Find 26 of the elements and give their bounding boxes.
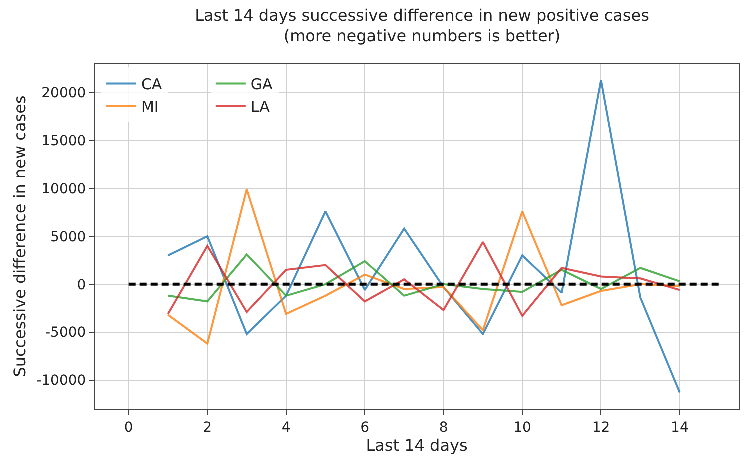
x-tick-label: 8 xyxy=(439,420,448,436)
y-tick-label: 20000 xyxy=(42,86,86,102)
chart-title: Last 14 days successive difference in new positive cases (more negative numbers is better) xyxy=(195,6,650,46)
x-tick-label: 10 xyxy=(514,420,532,436)
line-series xyxy=(167,254,681,303)
x-tick-label: 2 xyxy=(203,420,212,436)
x-axis-title: Last 14 days xyxy=(366,436,468,455)
y-tick-label: -10000 xyxy=(36,373,86,390)
x-tick-label: 14 xyxy=(671,420,689,436)
y-tick-label: 15000 xyxy=(42,134,86,150)
y-tick-label: 5000 xyxy=(50,229,86,246)
legend-label: LA xyxy=(250,98,271,116)
x-tick-label: 6 xyxy=(360,420,370,436)
y-tick-label: 0 xyxy=(77,277,86,294)
legend-label: CA xyxy=(141,76,163,94)
x-tick-label: 0 xyxy=(124,420,134,436)
x-tick-label: 12 xyxy=(592,420,610,436)
line-series xyxy=(167,188,681,345)
y-axis-title: Successive difference in new cases xyxy=(10,96,30,378)
y-tick-label: -5000 xyxy=(46,325,86,342)
legend-label: MI xyxy=(141,98,159,116)
x-tick-label: 4 xyxy=(282,420,291,436)
y-tick-label: 10000 xyxy=(42,181,86,198)
legend-label: GA xyxy=(250,76,274,94)
line-series xyxy=(167,79,681,394)
line-series xyxy=(167,241,681,318)
